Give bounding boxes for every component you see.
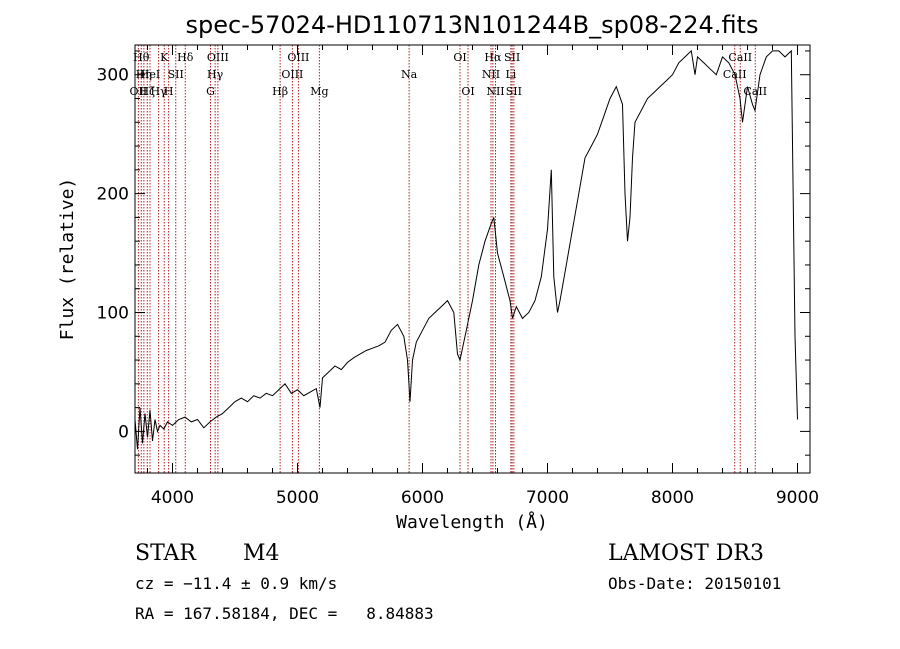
marker-label: K xyxy=(160,51,169,64)
y-tick-label: 100 xyxy=(97,304,129,324)
info-panel: STAR M4 LAMOST DR3 cz = −11.4 ± 0.9 km/s… xyxy=(135,541,781,623)
marker-label: Li xyxy=(505,68,516,81)
marker-label: CaII xyxy=(728,51,752,64)
marker-label: HeI xyxy=(140,68,160,81)
y-axis: 0 100 200 300 xyxy=(97,50,810,456)
marker-label: SII xyxy=(168,68,184,81)
marker-label: Hβ xyxy=(272,85,288,98)
observation-date: Obs-Date: 20150101 xyxy=(608,574,781,593)
marker-label: OI xyxy=(453,51,466,64)
marker-label: OI xyxy=(461,85,474,98)
marker-label: OIII xyxy=(281,68,303,81)
marker-label: Na xyxy=(401,68,418,81)
marker-label: OII xyxy=(130,85,148,98)
y-tick-label: 0 xyxy=(118,422,129,442)
x-tick-label: 5000 xyxy=(276,488,319,508)
y-tick-label: 200 xyxy=(97,185,129,205)
coordinates: RA = 167.58184, DEC = 8.84883 xyxy=(135,604,434,623)
marker-label: SII xyxy=(504,51,520,64)
x-tick-label: 9000 xyxy=(776,488,819,508)
marker-label: G xyxy=(206,85,215,98)
marker-label: H xyxy=(164,85,174,98)
x-tick-label: 4000 xyxy=(151,488,194,508)
marker-label: OIII xyxy=(287,51,309,64)
marker-labels: OIIHθHηHζHeIHγKHSIIHδGHγOIIIHβOIIIOIIIMg… xyxy=(130,51,768,98)
x-axis: 4000 5000 6000 7000 8000 9000 xyxy=(147,45,819,508)
marker-label: NII xyxy=(482,68,500,81)
x-tick-label: 8000 xyxy=(651,488,694,508)
x-tick-label: 7000 xyxy=(526,488,569,508)
marker-label: Hθ xyxy=(133,51,150,64)
plot-area xyxy=(134,49,798,450)
marker-label: OIII xyxy=(207,51,229,64)
marker-label: Hγ xyxy=(151,85,168,98)
spectrum-line xyxy=(134,49,798,450)
survey-name: LAMOST DR3 xyxy=(608,541,764,566)
marker-label: Hα xyxy=(484,51,502,64)
x-axis-title: Wavelength (Å) xyxy=(396,511,548,533)
object-class: STAR xyxy=(135,541,197,566)
plot-frame xyxy=(134,44,811,474)
marker-label: Mg xyxy=(310,85,328,98)
marker-label: Hγ xyxy=(207,68,224,81)
marker-label: Hδ xyxy=(177,51,194,64)
y-tick-label: 300 xyxy=(97,66,129,86)
marker-label: NII xyxy=(486,85,504,98)
marker-label: Hζ xyxy=(139,85,155,98)
marker-label: SII xyxy=(506,85,522,98)
x-tick-label: 6000 xyxy=(401,488,444,508)
marker-lines xyxy=(137,45,756,473)
y-axis-title: Flux (relative) xyxy=(57,178,78,341)
object-subclass: M4 xyxy=(243,541,280,566)
chart-title: spec-57024-HD110713N101244B_sp08-224.fit… xyxy=(186,11,759,39)
redshift-value: cz = −11.4 ± 0.9 km/s xyxy=(135,574,337,593)
